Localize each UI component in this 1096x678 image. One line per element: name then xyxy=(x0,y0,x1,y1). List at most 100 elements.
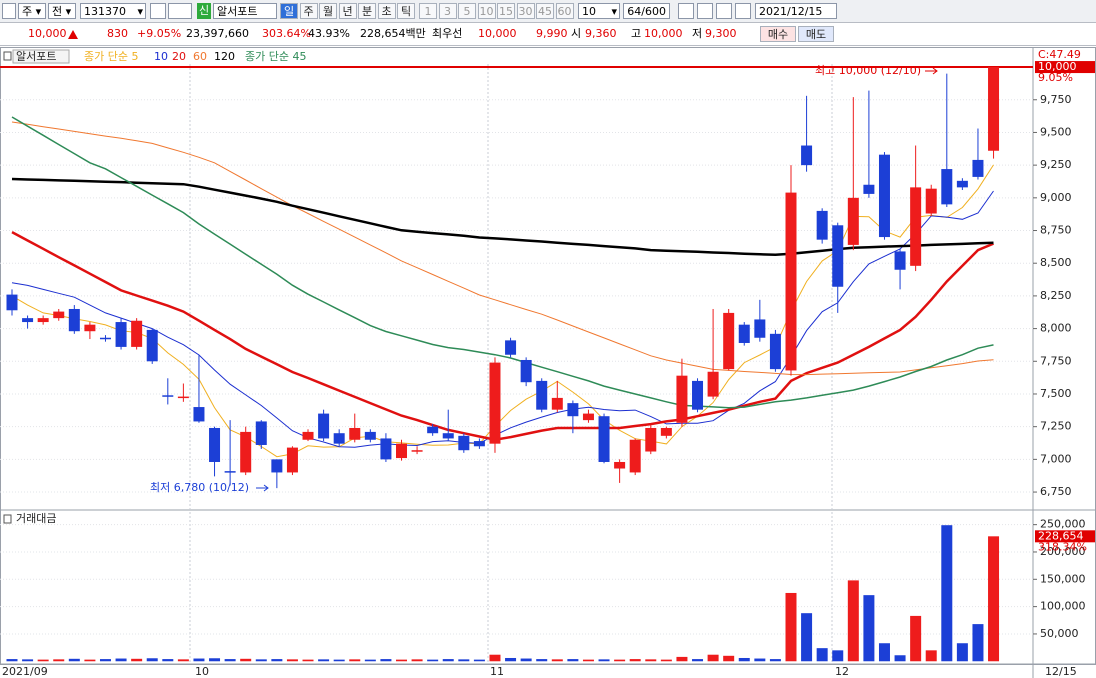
scope-select[interactable]: 전 ▾ xyxy=(48,3,76,19)
candle-body xyxy=(785,192,797,371)
volume-label: 228,654 xyxy=(1038,529,1084,542)
save-icon[interactable] xyxy=(716,3,732,19)
candle-body xyxy=(832,225,844,287)
turnover: 43.93% xyxy=(308,27,350,40)
candle-body xyxy=(162,395,174,397)
interval-select[interactable]: 10 ▾ xyxy=(578,3,620,19)
interval-button[interactable]: 15 xyxy=(497,3,515,19)
candle-body xyxy=(676,375,688,423)
volume-bar xyxy=(832,650,844,662)
volume-bar xyxy=(411,659,423,662)
period-button[interactable]: 분 xyxy=(358,3,376,19)
y-tick-label: 6,750 xyxy=(1040,485,1072,498)
search-button[interactable] xyxy=(150,3,166,19)
settings-icon[interactable] xyxy=(735,3,751,19)
candle-body xyxy=(364,431,376,440)
candle-body xyxy=(536,380,548,410)
period-button[interactable]: 년 xyxy=(338,3,357,19)
candle-body xyxy=(224,471,236,473)
candle-body xyxy=(411,450,423,452)
date-input[interactable]: 2021/12/15 xyxy=(755,3,837,19)
candle-body xyxy=(988,67,1000,151)
price: 10,000 xyxy=(28,27,67,40)
interval-button[interactable]: 3 xyxy=(438,3,457,19)
best-label: 최우선 xyxy=(432,27,463,40)
change: 830 xyxy=(107,27,128,40)
candle-body xyxy=(645,427,657,452)
candle-body xyxy=(53,311,65,319)
legend-entry: 종가 단순 45 xyxy=(245,50,306,63)
candle-body xyxy=(115,322,127,347)
menu-icon[interactable] xyxy=(2,3,16,19)
sell-button[interactable]: 매도 xyxy=(798,26,834,42)
volume-bar xyxy=(785,592,797,662)
volume-bar xyxy=(318,659,330,662)
period-button[interactable]: 월 xyxy=(319,3,337,19)
candle-body xyxy=(177,396,189,399)
candle-body xyxy=(956,180,968,188)
candle-body xyxy=(442,433,454,439)
panel-icon xyxy=(3,514,12,524)
candle-body xyxy=(520,359,532,383)
code-input[interactable]: 131370 ▾ xyxy=(80,3,146,19)
ma-line xyxy=(11,116,994,409)
count-input[interactable]: 64/600 xyxy=(623,3,670,19)
candle-body xyxy=(894,251,906,270)
buy-button[interactable]: 매수 xyxy=(760,26,796,42)
period-button[interactable]: 일 xyxy=(280,3,298,19)
period-button[interactable]: 틱 xyxy=(397,3,415,19)
candle-body xyxy=(754,319,766,338)
volume-bar xyxy=(489,654,501,662)
high: 10,000 xyxy=(644,27,683,40)
candle-body xyxy=(193,407,205,422)
volume-bar xyxy=(177,659,189,662)
sound-button[interactable] xyxy=(168,3,192,19)
interval-button[interactable]: 10 xyxy=(477,3,496,19)
candle-body xyxy=(505,340,517,355)
volume-bar xyxy=(162,659,174,662)
y-tick-label: 100,000 xyxy=(1040,600,1086,613)
legend-icon xyxy=(3,51,12,61)
market: 주 xyxy=(22,5,33,18)
volume-bar xyxy=(53,659,65,662)
date: 2021/12/15 xyxy=(759,5,823,18)
candle-body xyxy=(567,403,579,417)
y-tick-label: 8,250 xyxy=(1040,289,1072,302)
legend-entry: 종가 단순 5 xyxy=(84,50,138,63)
interval-button[interactable]: 1 xyxy=(419,3,437,19)
volume-bar xyxy=(582,659,594,662)
period-button[interactable]: 주 xyxy=(299,3,318,19)
volume-bar xyxy=(131,658,143,662)
volume-bar xyxy=(754,658,766,662)
candle-body xyxy=(614,461,626,469)
top-label: C:47.49 xyxy=(1038,48,1081,61)
volume-bar xyxy=(614,659,626,662)
tool-icon[interactable] xyxy=(678,3,694,19)
volume-bar xyxy=(816,648,828,662)
legend-entry: 10 xyxy=(154,50,168,63)
candle-body xyxy=(863,184,875,194)
quote-bar: 10,000 830 +9.05% 23,397,660 303.64% 43.… xyxy=(0,23,1096,46)
volume-bar xyxy=(68,658,80,662)
candle-body xyxy=(972,159,984,177)
market-select[interactable]: 주 ▾ xyxy=(18,3,46,19)
candle-body xyxy=(333,433,345,444)
ma-line xyxy=(11,164,994,458)
volume-bar xyxy=(349,659,361,662)
volume-bar xyxy=(707,654,719,662)
interval-button[interactable]: 60 xyxy=(555,3,574,19)
interval-button[interactable]: 45 xyxy=(536,3,554,19)
tool-icon[interactable] xyxy=(697,3,713,19)
interval-button[interactable]: 5 xyxy=(458,3,476,19)
period-button[interactable]: 초 xyxy=(377,3,396,19)
volume-bar xyxy=(396,659,407,662)
interval-button[interactable]: 30 xyxy=(516,3,535,19)
candle-body xyxy=(349,427,361,440)
open: 9,360 xyxy=(585,27,617,40)
volume-bar xyxy=(801,613,813,662)
volume-bar xyxy=(738,657,750,662)
candle-body xyxy=(271,459,283,473)
volume-bar xyxy=(692,659,704,662)
